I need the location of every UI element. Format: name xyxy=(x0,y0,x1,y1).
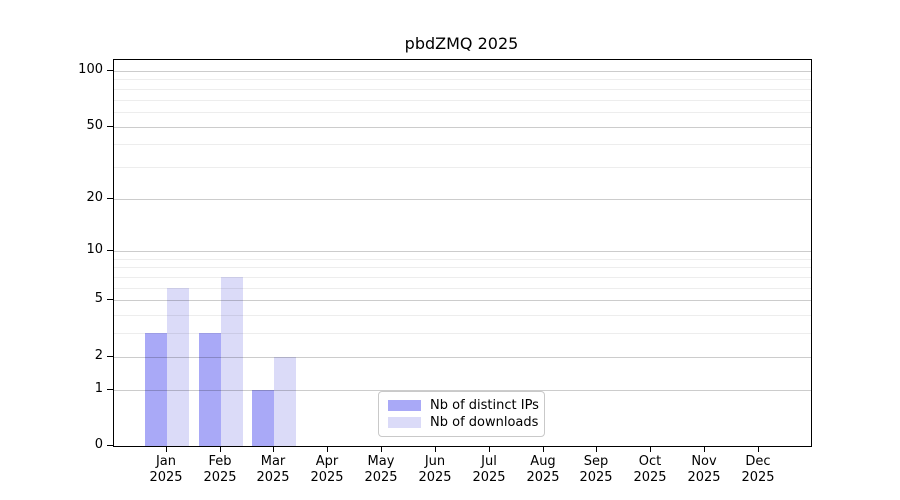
x-tick-mark-mar xyxy=(273,446,274,452)
x-tick-mark-jan xyxy=(166,446,167,452)
legend-row-downloads: Nb of downloads xyxy=(388,415,539,430)
legend: Nb of distinct IPs Nb of downloads xyxy=(378,391,545,437)
x-tick-label-may: May 2025 xyxy=(364,454,398,485)
legend-label-downloads: Nb of downloads xyxy=(430,415,539,430)
y-tick-label-10: 10 xyxy=(86,242,103,257)
gridline-1 xyxy=(114,390,811,391)
gridline-10 xyxy=(114,251,811,252)
x-tick-label-aug: Aug 2025 xyxy=(526,454,560,485)
gridline-6 xyxy=(114,288,811,289)
x-tick-label-mar: Mar 2025 xyxy=(256,454,290,485)
legend-label-distinct-ips: Nb of distinct IPs xyxy=(430,398,539,413)
y-tick-mark-0 xyxy=(107,445,113,446)
x-tick-mark-oct xyxy=(650,446,651,452)
legend-row-distinct-ips: Nb of distinct IPs xyxy=(388,398,539,413)
gridline-90 xyxy=(114,79,811,80)
x-tick-mark-sep xyxy=(596,446,597,452)
y-tick-label-20: 20 xyxy=(86,190,103,205)
gridline-8 xyxy=(114,267,811,268)
y-tick-mark-20 xyxy=(107,198,113,199)
gridline-40 xyxy=(114,144,811,145)
gridline-7 xyxy=(114,277,811,278)
gridline-70 xyxy=(114,100,811,101)
gridline-100 xyxy=(114,71,811,72)
y-tick-mark-5 xyxy=(107,299,113,300)
gridline-3 xyxy=(114,333,811,334)
bar-mar-distinct-ips xyxy=(252,389,275,446)
legend-swatch-distinct-ips xyxy=(388,400,421,411)
y-tick-label-2: 2 xyxy=(94,348,103,363)
x-tick-mark-dec xyxy=(758,446,759,452)
x-tick-label-feb: Feb 2025 xyxy=(203,454,237,485)
x-tick-mark-may xyxy=(381,446,382,452)
x-tick-label-apr: Apr 2025 xyxy=(310,454,344,485)
y-tick-label-0: 0 xyxy=(94,437,103,452)
x-tick-label-dec: Dec 2025 xyxy=(741,454,775,485)
gridline-20 xyxy=(114,199,811,200)
gridline-5 xyxy=(114,300,811,301)
y-tick-mark-1 xyxy=(107,389,113,390)
chart-title: pbdZMQ 2025 xyxy=(404,34,519,53)
gridline-2 xyxy=(114,357,811,358)
x-tick-label-jul: Jul 2025 xyxy=(472,454,506,485)
y-tick-mark-50 xyxy=(107,126,113,127)
gridline-80 xyxy=(114,89,811,90)
gridline-4 xyxy=(114,315,811,316)
gridline-60 xyxy=(114,112,811,113)
y-tick-mark-100 xyxy=(107,70,113,71)
x-tick-label-jan: Jan 2025 xyxy=(149,454,183,485)
bar-feb-downloads xyxy=(220,277,243,446)
plot-area xyxy=(113,59,812,447)
x-tick-mark-apr xyxy=(327,446,328,452)
bar-mar-downloads xyxy=(274,356,297,446)
gridline-30 xyxy=(114,167,811,168)
x-tick-label-sep: Sep 2025 xyxy=(579,454,613,485)
y-tick-label-1: 1 xyxy=(94,381,103,396)
x-tick-mark-feb xyxy=(220,446,221,452)
bar-jan-distinct-ips xyxy=(144,333,167,446)
y-tick-label-5: 5 xyxy=(94,291,103,306)
bar-feb-distinct-ips xyxy=(198,333,221,446)
x-tick-mark-nov xyxy=(704,446,705,452)
x-tick-mark-aug xyxy=(543,446,544,452)
x-tick-label-nov: Nov 2025 xyxy=(687,454,721,485)
gridline-50 xyxy=(114,127,811,128)
x-tick-mark-jun xyxy=(435,446,436,452)
y-tick-label-50: 50 xyxy=(86,118,103,133)
x-tick-label-oct: Oct 2025 xyxy=(633,454,667,485)
x-tick-mark-jul xyxy=(489,446,490,452)
gridline-9 xyxy=(114,259,811,260)
y-tick-label-100: 100 xyxy=(78,62,103,77)
legend-swatch-downloads xyxy=(388,417,421,428)
bar-jan-downloads xyxy=(166,287,189,446)
y-tick-mark-10 xyxy=(107,250,113,251)
y-tick-mark-2 xyxy=(107,356,113,357)
x-tick-label-jun: Jun 2025 xyxy=(418,454,452,485)
